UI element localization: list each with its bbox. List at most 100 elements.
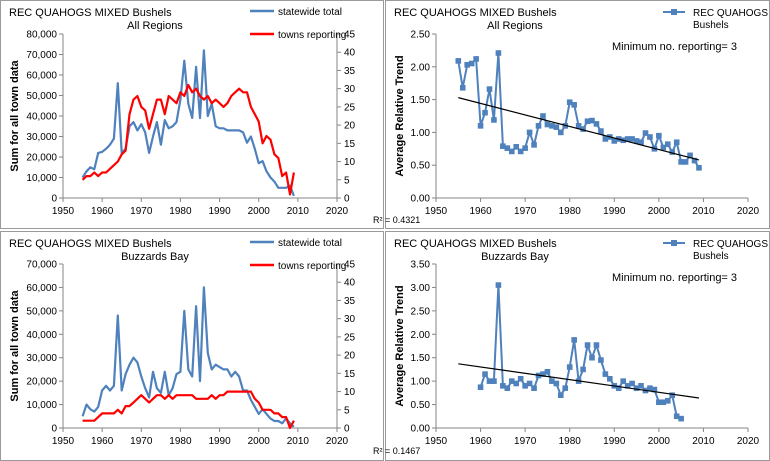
x-tick-label: 1950	[425, 436, 448, 447]
data-point	[517, 376, 524, 382]
data-point	[633, 138, 640, 144]
data-point	[508, 148, 515, 155]
data-point	[607, 376, 613, 382]
x-tick-label: 1980	[169, 436, 192, 447]
y-tick-label: 10,000	[26, 173, 57, 184]
x-tick-label: 1960	[469, 436, 492, 447]
data-point	[673, 139, 680, 146]
y-tick-label: 1.50	[411, 353, 431, 364]
data-point	[566, 364, 573, 370]
data-point	[656, 399, 662, 406]
y-tick-label: 60,000	[26, 283, 57, 294]
y-tick-label: 60,000	[26, 71, 57, 82]
data-point	[455, 58, 462, 64]
data-point	[638, 383, 644, 389]
data-point	[566, 99, 573, 106]
data-point	[584, 118, 591, 125]
y2-tick-label: 35	[344, 66, 356, 77]
data-point	[486, 378, 493, 384]
x-tick-label: 1990	[603, 436, 626, 447]
x-tick-label: 2020	[737, 206, 760, 217]
legend-swatch-marker	[671, 240, 677, 246]
legend-label-line-1: REC QUAHOGS MIXED	[693, 239, 770, 250]
data-point	[673, 413, 680, 420]
data-point	[696, 165, 702, 171]
x-tick-label: 1980	[169, 206, 192, 217]
data-point	[544, 368, 551, 375]
y2-tick-label: 40	[344, 278, 356, 289]
data-point	[535, 123, 542, 129]
data-point	[589, 117, 595, 124]
data-point	[647, 385, 653, 391]
y-tick-label: 20,000	[26, 153, 57, 164]
y-tick-label: 40,000	[26, 330, 57, 341]
y2-tick-label: 15	[344, 139, 356, 150]
data-point	[664, 398, 671, 404]
x-tick-label: 1970	[130, 206, 153, 217]
x-tick-label: 1950	[52, 206, 75, 217]
y-tick-label: 40,000	[26, 112, 57, 123]
data-point	[678, 415, 684, 422]
x-tick-label: 1970	[514, 436, 537, 447]
x-tick-label: 1980	[559, 206, 582, 217]
y-tick-label: 1.00	[411, 128, 431, 139]
data-point	[517, 148, 524, 155]
y2-tick-label: 30	[344, 84, 356, 95]
y-tick-label: 0.50	[411, 161, 431, 172]
y-tick-label: 70,000	[26, 50, 57, 61]
y2-tick-label: 10	[344, 387, 356, 398]
chart-subtitle: Buzzards Bay	[121, 251, 189, 263]
y-axis-label: Sum for all town data	[9, 290, 21, 402]
data-point	[531, 142, 537, 148]
data-point	[593, 342, 600, 348]
x-tick-label: 2020	[737, 436, 760, 447]
data-point	[624, 136, 631, 142]
x-tick-label: 1970	[514, 206, 537, 217]
chart-title: REC QUAHOGS MIXED Bushels	[9, 7, 172, 19]
data-point	[602, 136, 609, 142]
y-tick-label: 2.00	[411, 62, 431, 73]
chart-title: REC QUAHOGS MIXED Bushels	[394, 7, 557, 19]
x-tick-label: 2010	[692, 206, 715, 217]
y2-tick-label: 45	[344, 30, 356, 41]
y-axis-label: Average Relative Trend	[394, 285, 406, 406]
data-point	[651, 386, 658, 393]
series-line-1	[81, 286, 295, 428]
y2-tick-label: 40	[344, 48, 356, 59]
data-point	[508, 378, 515, 384]
y-tick-label: 0	[51, 424, 57, 435]
x-tick-label: 2000	[648, 206, 671, 217]
data-point	[504, 385, 511, 391]
data-point	[549, 378, 555, 384]
legend-label: towns reporting	[278, 30, 346, 41]
data-point	[562, 385, 569, 391]
y-tick-label: 70,000	[26, 260, 57, 271]
data-point	[495, 50, 502, 56]
y2-tick-label: 45	[344, 260, 356, 271]
x-tick-label: 2010	[287, 206, 310, 217]
x-tick-label: 2000	[248, 436, 271, 447]
data-point	[642, 130, 649, 136]
y-tick-label: 0.00	[411, 424, 431, 435]
annotation-minimum-reporting: Minimum no. reporting= 3	[612, 272, 737, 284]
y2-tick-label: 5	[344, 405, 350, 416]
data-point	[678, 159, 684, 165]
data-point	[513, 144, 520, 150]
chart-title: REC QUAHOGS MIXED Bushels	[9, 238, 172, 250]
data-point	[660, 399, 667, 406]
legend-label: towns reporting	[278, 261, 346, 272]
data-point	[687, 152, 693, 159]
y2-tick-label: 20	[344, 351, 356, 362]
x-tick-label: 1960	[91, 206, 114, 217]
chart-title: REC QUAHOGS MIXED Bushels	[394, 238, 557, 250]
data-point	[633, 385, 640, 391]
x-tick-label: 2000	[248, 206, 271, 217]
x-tick-label: 1990	[208, 206, 231, 217]
trendline	[458, 97, 700, 161]
x-tick-label: 1990	[603, 206, 626, 217]
data-point	[513, 380, 520, 387]
y-tick-label: 2.50	[411, 30, 431, 41]
